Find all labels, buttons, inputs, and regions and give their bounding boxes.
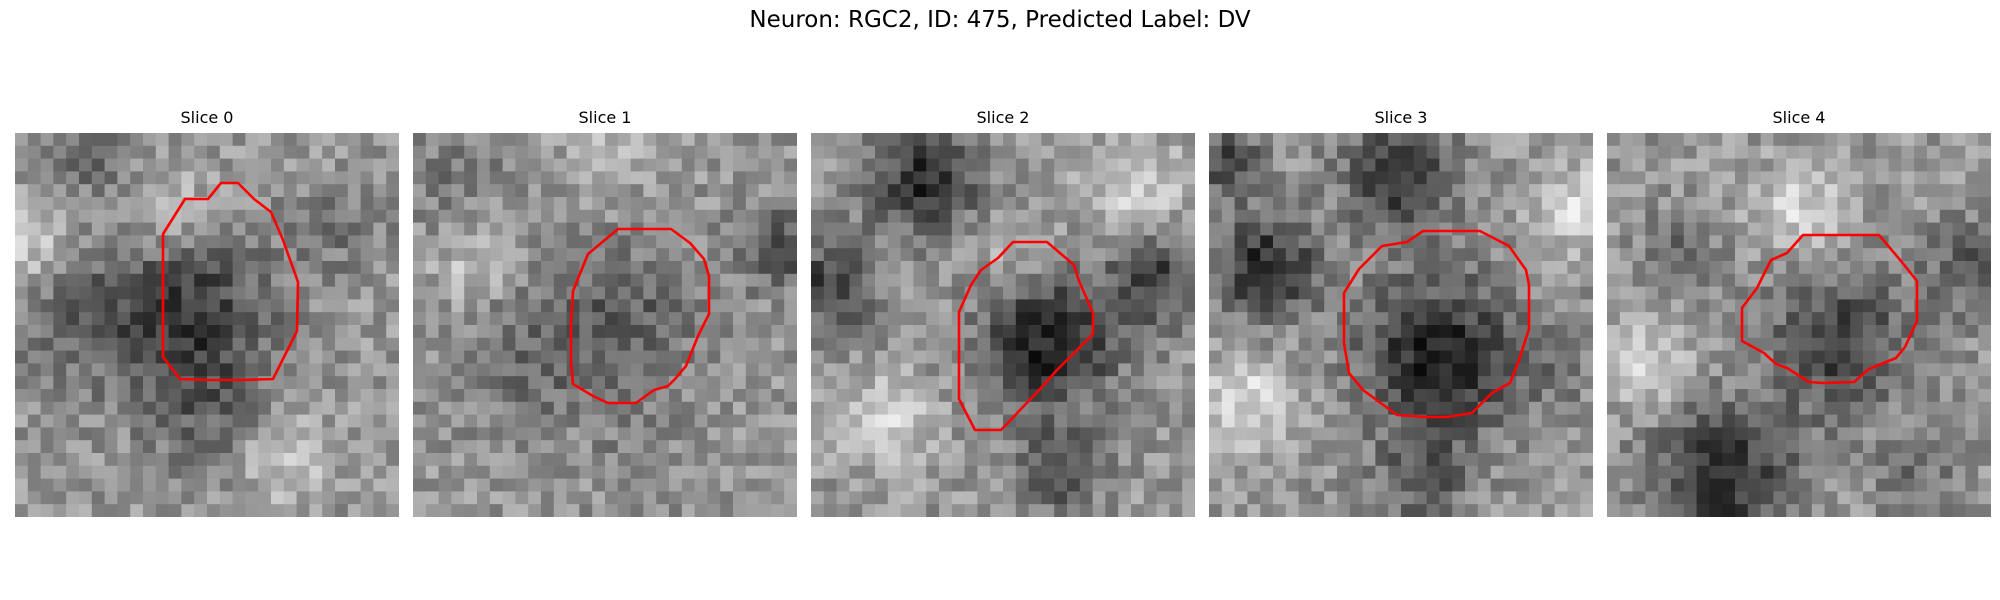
figure-title: Neuron: RGC2, ID: 475, Predicted Label: … <box>749 7 1251 33</box>
grayscale-pixel-grid-1 <box>413 133 797 517</box>
slice-title-3: Slice 3 <box>1374 108 1428 127</box>
cell-contour-4 <box>1740 233 1919 385</box>
slice-image-2 <box>811 133 1195 517</box>
slice-image-1 <box>413 133 797 517</box>
cell-contour-0 <box>161 181 300 382</box>
slice-image-3 <box>1209 133 1593 517</box>
slice-title-0: Slice 0 <box>180 108 234 127</box>
grayscale-pixel-grid-2 <box>811 133 1195 517</box>
grayscale-pixel-grid-0 <box>15 133 399 517</box>
slice-title-2: Slice 2 <box>976 108 1030 127</box>
cell-contour-3 <box>1342 229 1531 419</box>
grayscale-pixel-grid-4 <box>1607 133 1991 517</box>
cell-contour-2 <box>957 240 1095 432</box>
slice-image-4 <box>1607 133 1991 517</box>
cell-contour-1 <box>569 227 711 405</box>
slice-title-4: Slice 4 <box>1772 108 1826 127</box>
slice-image-0 <box>15 133 399 517</box>
slice-title-1: Slice 1 <box>578 108 632 127</box>
grayscale-pixel-grid-3 <box>1209 133 1593 517</box>
